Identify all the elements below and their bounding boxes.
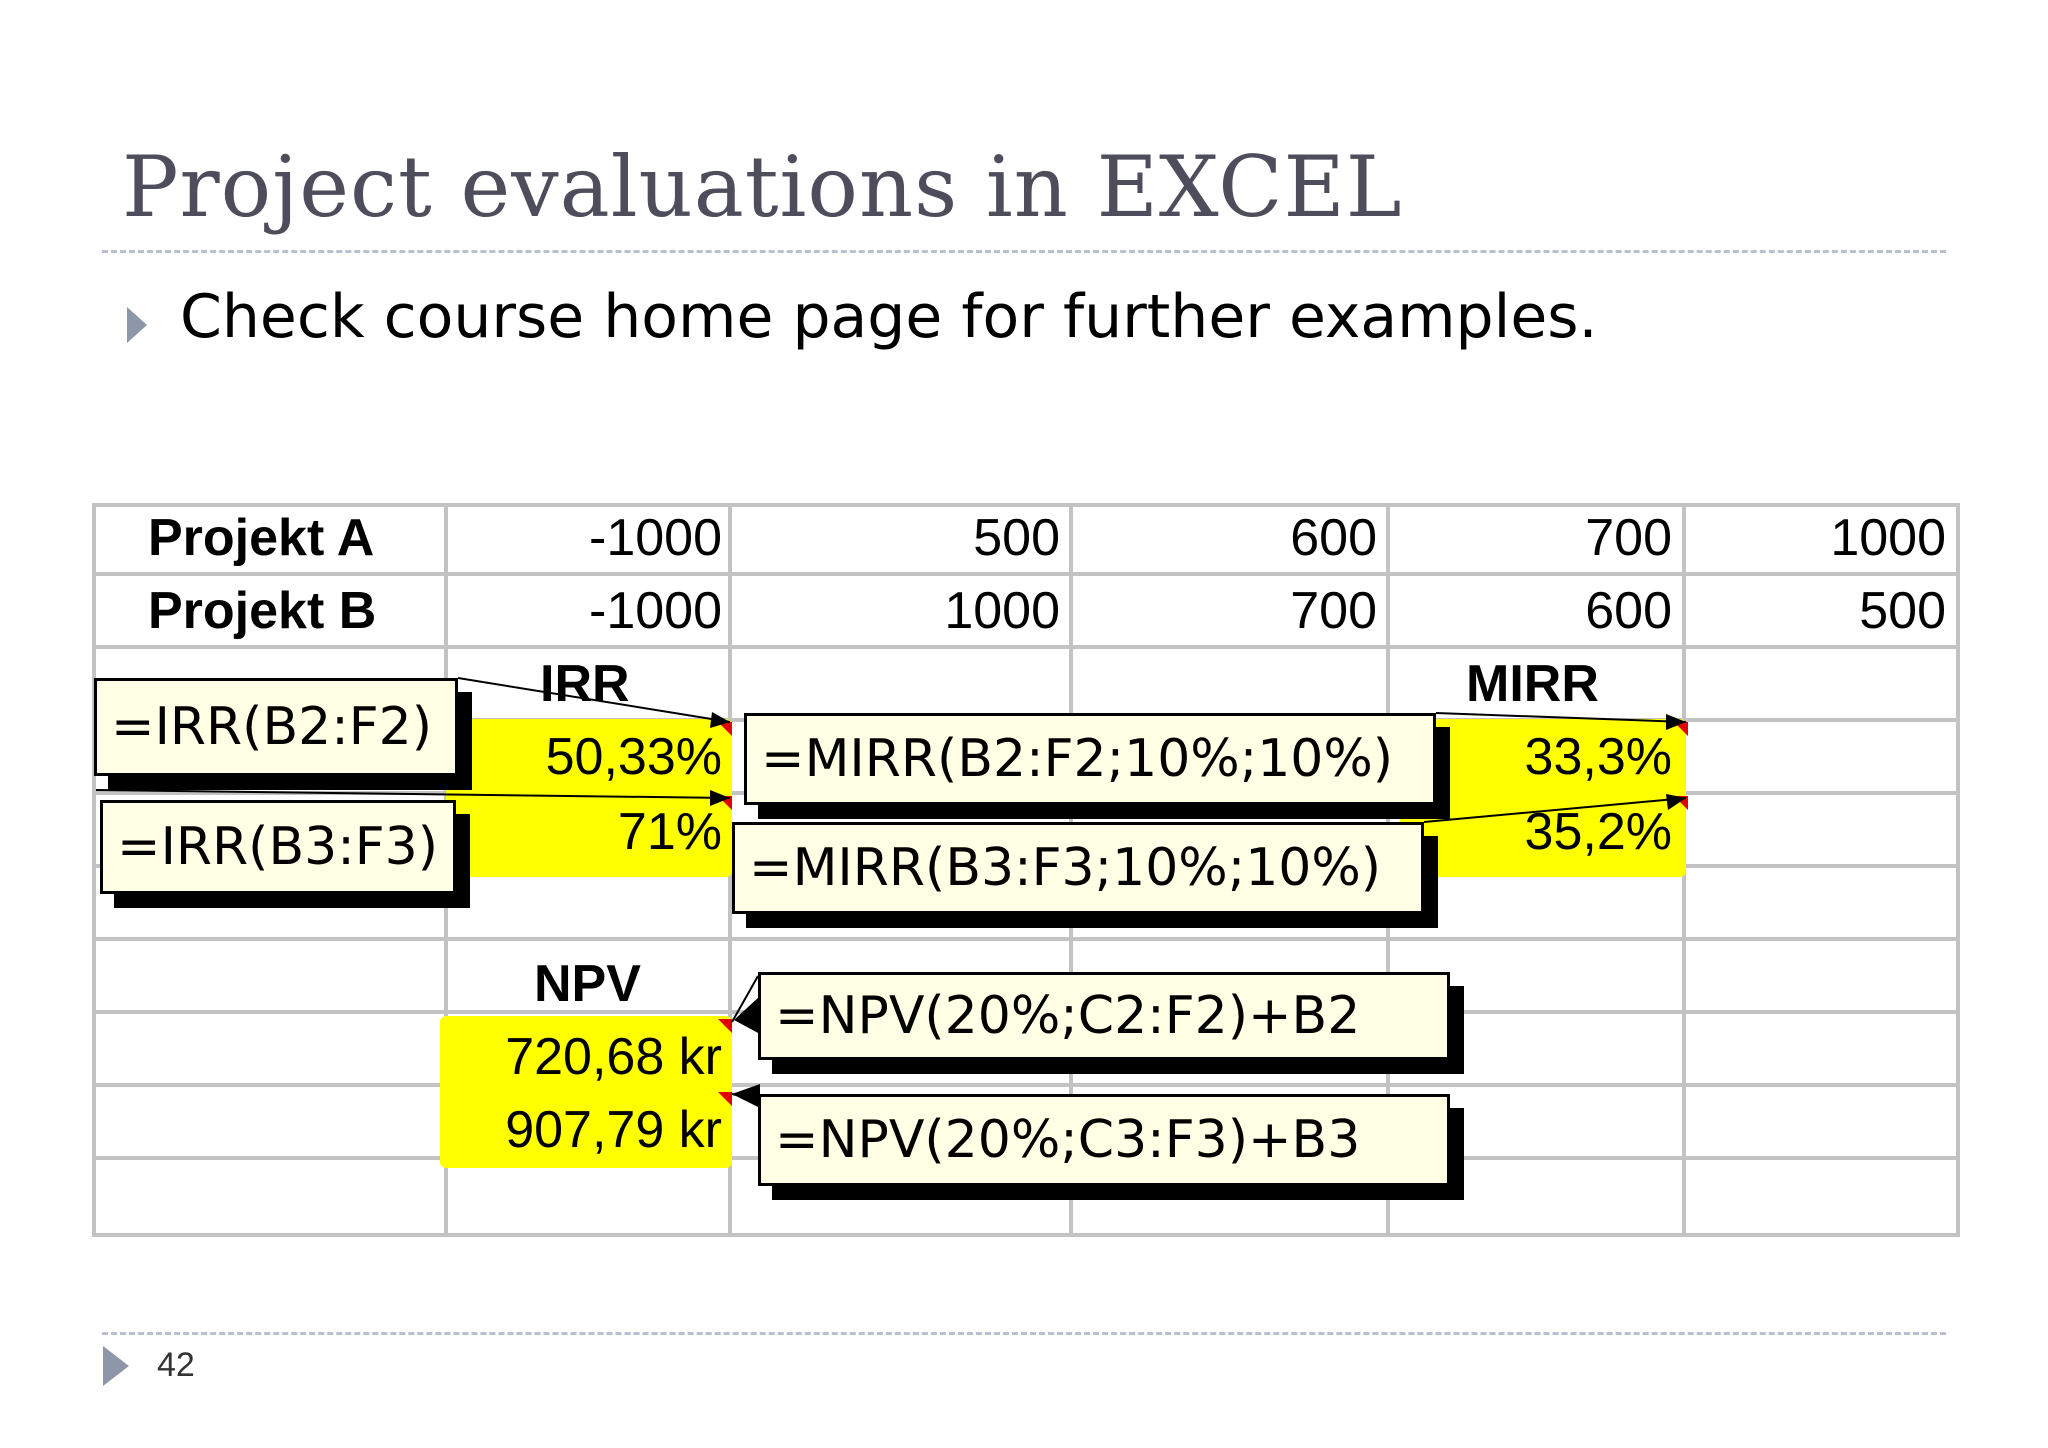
cell-b-c: 1000 [944,582,1060,640]
comment-indicator [1674,796,1688,810]
cell-a-d: 600 [1290,509,1377,567]
comment-indicator [718,796,732,810]
comment-irr-a: =IRR(B2:F2) [94,678,458,776]
comment-npv-a: =NPV(20%;C2:F2)+B2 [758,972,1450,1060]
cell-a-c: 500 [973,509,1060,567]
comment-mirr-b: =MIRR(B3:F3;10%;10%) [732,822,1424,914]
npv-header: NPV [534,955,641,1013]
grid-line [92,937,1960,941]
grid-line [92,503,96,1237]
cell-b-d: 700 [1290,582,1377,640]
page-number: 42 [157,1346,195,1384]
comment-irr-b: =IRR(B3:F3) [100,800,456,894]
row-label-projekt-b: Projekt B [148,582,377,640]
comment-npv-b: =NPV(20%;C3:F3)+B3 [758,1094,1450,1186]
mirr-value-b: 35,2% [1524,803,1672,861]
grid-line [92,572,1960,576]
footer-arrow-icon [103,1346,129,1386]
npv-value-a: 720,68 kr [505,1028,722,1086]
irr-header: IRR [540,655,630,713]
comment-indicator [718,1019,732,1033]
irr-value-b: 71% [617,803,722,861]
npv-result-highlight [440,1016,732,1168]
bullet-text: Check course home page for further examp… [180,282,1598,352]
comment-indicator [718,722,732,736]
mirr-header: MIRR [1466,655,1599,713]
cell-b-f: 500 [1859,582,1946,640]
comment-mirr-a: =MIRR(B2:F2;10%;10%) [744,713,1436,805]
cell-b-e: 600 [1585,582,1672,640]
grid-line [1956,503,1960,1237]
cell-a-b: -1000 [589,509,722,567]
npv-value-b: 907,79 kr [505,1101,722,1159]
irr-value-a: 50,33% [545,728,722,786]
grid-line [92,503,1960,507]
comment-indicator [718,1092,732,1106]
cell-a-f: 1000 [1830,509,1946,567]
grid-line [92,1083,1960,1087]
bullet-arrow-icon [127,307,147,343]
slide-title: Project evaluations in EXCEL [122,138,1403,236]
mirr-value-a: 33,3% [1524,728,1672,786]
cell-b-b: -1000 [589,582,722,640]
title-divider [102,250,1946,253]
footer-divider [102,1332,1946,1335]
cell-a-e: 700 [1585,509,1672,567]
grid-line [92,645,1960,649]
row-label-projekt-a: Projekt A [148,509,375,567]
comment-indicator [1674,722,1688,736]
grid-line [92,1233,1960,1237]
